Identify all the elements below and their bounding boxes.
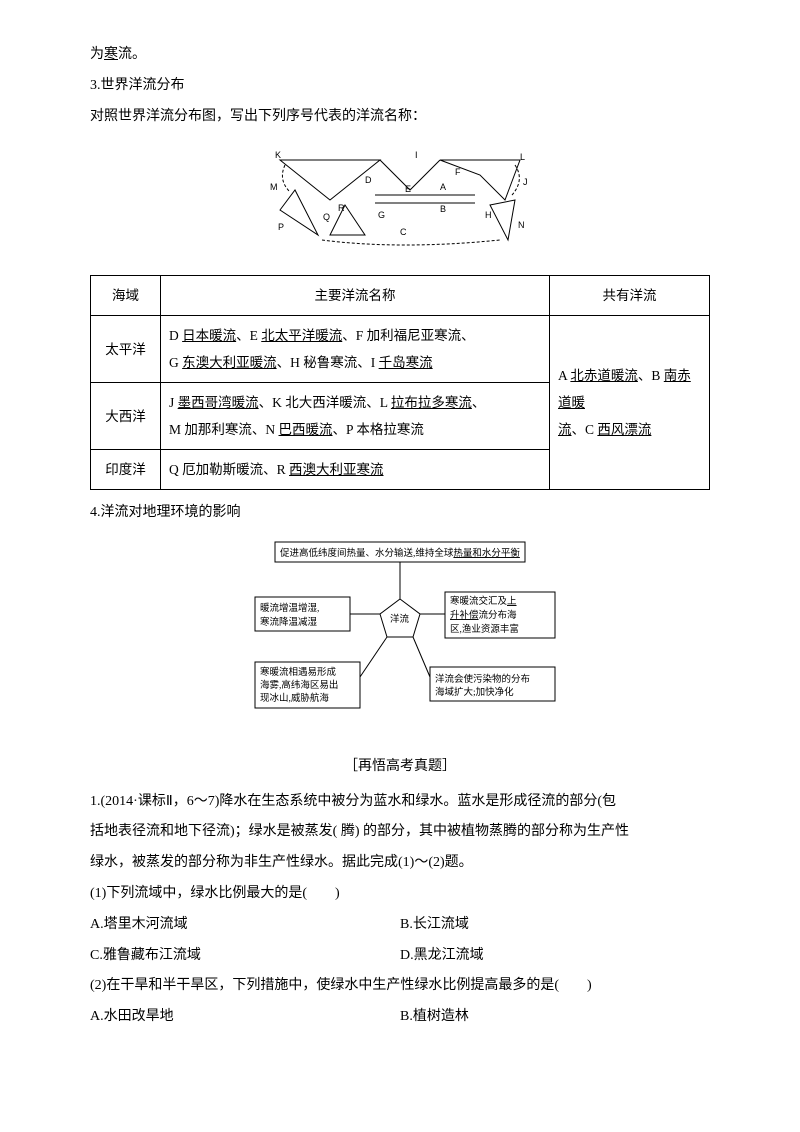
q1-2-opt-b: B.植树造林: [400, 1002, 710, 1033]
map-label-f: F: [455, 167, 461, 177]
map-label-m: M: [270, 182, 278, 192]
map-label-h: H: [485, 210, 492, 220]
map-label-q: Q: [323, 212, 330, 222]
section-4-title: 4.洋流对地理环境的影响: [90, 498, 710, 529]
th-share: 共有洋流: [550, 276, 710, 316]
q1-1-opt-c: C.雅鲁藏布江流域: [90, 941, 400, 972]
q1-1-opt-d: D.黑龙江流域: [400, 941, 710, 972]
map-label-b: B: [440, 204, 446, 214]
section-3-intro: 对照世界洋流分布图，写出下列序号代表的洋流名称：: [90, 102, 710, 133]
q1-1-opt-a: A.塔里木河流域: [90, 910, 400, 941]
table-header-row: 海域 主要洋流名称 共有洋流: [91, 276, 710, 316]
q1-2: (2)在干旱和半干旱区，下列措施中，使绿水中生产性绿水比例提高最多的是( ): [90, 971, 710, 1002]
recall-title: ［再悟高考真题］: [90, 752, 710, 783]
concept-center: 洋流: [390, 613, 410, 625]
map-label-j: J: [523, 177, 528, 187]
map-label-p: P: [278, 222, 284, 232]
map-label-e: E: [405, 184, 411, 194]
th-main: 主要洋流名称: [161, 276, 550, 316]
map-label-c: C: [400, 227, 407, 237]
map-label-n: N: [518, 220, 525, 230]
concept-right2-l1: 洋流会使污染物的分布: [435, 673, 530, 685]
concept-left1-l2: 寒流降温减湿: [260, 616, 318, 628]
table-row-pacific: 太平洋 D 日本暖流、E 北太平洋暖流、F 加利福尼亚寒流、 G 东澳大利亚暖流…: [91, 316, 710, 383]
map-label-i: I: [415, 150, 418, 160]
concept-right2-l2: 海域扩大;加快净化: [435, 686, 514, 698]
cell-atlantic-currents: J 墨西哥湾暖流、K 北大西洋暖流、L 拉布拉多寒流、 M 加那利寒流、N 巴西…: [161, 383, 550, 450]
concept-left2-l3: 现冰山,威胁航海: [260, 692, 329, 704]
world-current-map: K I L M D E A F J P Q R G B H N C: [90, 140, 710, 263]
currents-table: 海域 主要洋流名称 共有洋流 太平洋 D 日本暖流、E 北太平洋暖流、F 加利福…: [90, 275, 710, 490]
q1-intro-3: 绿水，被蒸发的部分称为非生产性绿水。据此完成(1)～(2)题。: [90, 848, 710, 879]
text-cold-current: 为寒流。: [90, 40, 710, 71]
map-label-l: L: [520, 152, 525, 162]
cell-pacific-name: 太平洋: [91, 316, 161, 383]
map-label-a: A: [440, 182, 446, 192]
cell-indian-currents: Q 厄加勒斯暖流、R 西澳大利亚寒流: [161, 450, 550, 490]
q1-intro-2: 括地表径流和地下径流)；绿水是被蒸发( 腾) 的部分，其中被植物蒸腾的部分称为生…: [90, 817, 710, 848]
concept-right1-l3: 区,渔业资源丰富: [450, 623, 519, 635]
cell-atlantic-name: 大西洋: [91, 383, 161, 450]
concept-left2-l1: 寒暖流相遇易形成: [260, 666, 337, 678]
concept-map: 洋流 促进高低纬度间热量、水分输送,维持全球热量和水分平衡 暖流增温增湿, 寒流…: [90, 537, 710, 740]
concept-top: 促进高低纬度间热量、水分输送,维持全球热量和水分平衡: [280, 547, 520, 559]
concept-right1-l1: 寒暖流交汇及上: [450, 595, 517, 607]
map-label-d: D: [365, 175, 372, 185]
q1-1-opt-b: B.长江流域: [400, 910, 710, 941]
section-3-title: 3.世界洋流分布: [90, 71, 710, 102]
cell-shared-currents: A 北赤道暖流、B 南赤道暖流、C 西风漂流: [550, 316, 710, 490]
q1-2-opt-a: A.水田改旱地: [90, 1002, 400, 1033]
q1-1: (1)下列流域中，绿水比例最大的是( ): [90, 879, 710, 910]
cell-pacific-currents: D 日本暖流、E 北太平洋暖流、F 加利福尼亚寒流、 G 东澳大利亚暖流、H 秘…: [161, 316, 550, 383]
q1-intro-1: 1.(2014·课标Ⅱ，6～7)降水在生态系统中被分为蓝水和绿水。蓝水是形成径流…: [90, 787, 710, 818]
concept-left1-l1: 暖流增温增湿,: [260, 602, 319, 614]
map-label-g: G: [378, 210, 385, 220]
map-label-r: R: [338, 203, 345, 213]
concept-right1-l2: 升补偿流分布海: [450, 609, 517, 621]
th-sea: 海域: [91, 276, 161, 316]
map-label-k: K: [275, 150, 281, 160]
concept-left2-l2: 海雾,高纬海区易出: [260, 679, 338, 691]
cell-indian-name: 印度洋: [91, 450, 161, 490]
